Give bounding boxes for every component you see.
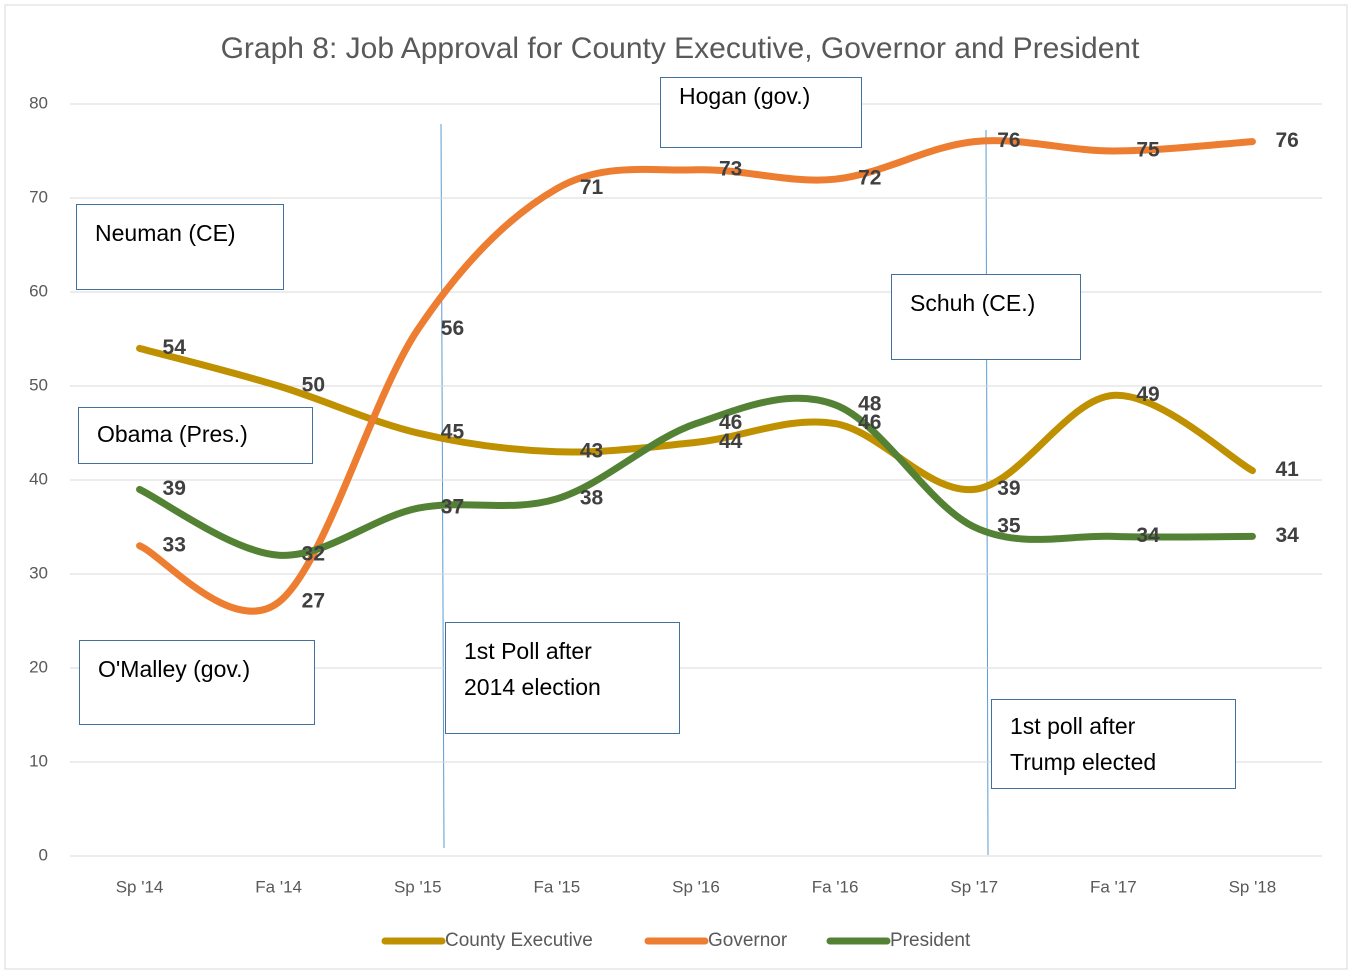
y-tick-label: 80 (29, 93, 48, 112)
y-tick-label: 60 (29, 281, 48, 300)
x-tick-label: Sp '18 (1229, 877, 1277, 896)
y-tick-label: 20 (29, 657, 48, 676)
data-label: 76 (997, 129, 1020, 152)
data-label: 73 (719, 157, 742, 180)
x-tick-label: Fa '14 (255, 877, 302, 896)
series-line (136, 137, 1256, 615)
x-tick-label: Fa '15 (534, 877, 581, 896)
y-tick-label: 30 (29, 563, 48, 582)
data-label: 38 (580, 486, 604, 509)
data-label: 39 (997, 477, 1020, 500)
annotation: O'Malley (gov.) (79, 640, 315, 725)
y-tick-label: 0 (39, 845, 48, 864)
y-tick-label: 10 (29, 751, 48, 770)
data-label: 46 (858, 411, 881, 434)
annotation: Schuh (CE.) (891, 274, 1081, 360)
data-label: 27 (302, 590, 325, 613)
data-label: 46 (719, 411, 742, 434)
series-line (136, 394, 1256, 559)
annotation: Hogan (gov.) (660, 77, 862, 148)
data-label: 44 (719, 430, 743, 453)
data-label: 50 (302, 374, 325, 397)
data-label: 76 (1275, 129, 1298, 152)
chart-title: Graph 8: Job Approval for County Executi… (221, 32, 1141, 65)
data-label: 39 (163, 477, 186, 500)
annotation: Neuman (CE) (76, 204, 284, 290)
data-label: 34 (1136, 524, 1160, 547)
annotation: 1st poll after Trump elected (991, 699, 1236, 789)
y-tick-label: 40 (29, 469, 48, 488)
annotation: 1st Poll after 2014 election (445, 622, 680, 734)
data-label: 33 (163, 533, 186, 556)
data-label: 75 (1136, 139, 1160, 162)
legend-label: Governor (708, 930, 788, 951)
x-tick-label: Sp '17 (950, 877, 998, 896)
data-label: 48 (858, 392, 882, 415)
x-tick-label: Sp '16 (672, 877, 720, 896)
data-label: 41 (1275, 458, 1299, 481)
divider (985, 129, 989, 856)
data-label: 32 (302, 543, 325, 566)
y-tick-label: 50 (29, 375, 48, 394)
data-label: 37 (441, 496, 464, 519)
series-line (136, 344, 1256, 493)
chart-border (4, 4, 1348, 970)
divider (440, 123, 445, 849)
data-label: 56 (441, 317, 464, 340)
x-tick-label: Sp '14 (116, 877, 164, 896)
annotation: Obama (Pres.) (78, 407, 313, 464)
data-label: 71 (580, 176, 604, 199)
data-label: 35 (997, 515, 1021, 538)
x-tick-label: Fa '17 (1090, 877, 1137, 896)
data-label: 54 (163, 336, 187, 359)
legend-label: President (890, 930, 971, 951)
data-label: 43 (580, 439, 603, 462)
data-label: 45 (441, 421, 465, 444)
y-tick-label: 70 (29, 187, 48, 206)
x-tick-label: Sp '15 (394, 877, 442, 896)
data-label: 72 (858, 167, 881, 190)
data-label: 49 (1136, 383, 1159, 406)
legend-label: County Executive (445, 930, 593, 951)
data-label: 34 (1275, 524, 1299, 547)
x-tick-label: Fa '16 (812, 877, 859, 896)
